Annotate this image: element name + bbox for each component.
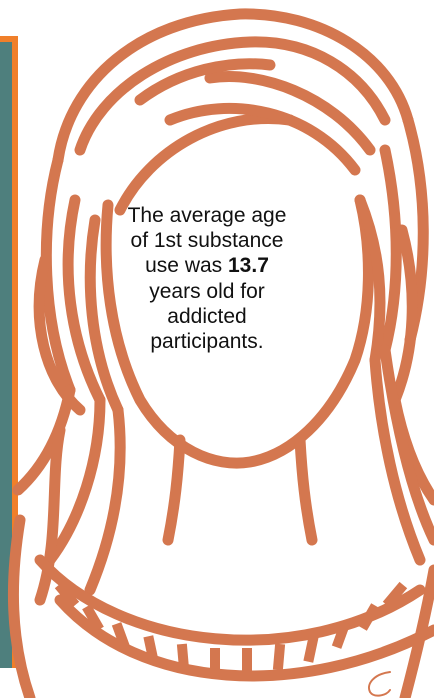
caption-line-3: use was 13.7 [102, 253, 312, 278]
caption-line-2: of 1st substance [130, 229, 284, 253]
collar-pattern [54, 581, 408, 674]
side-panel [0, 36, 18, 668]
average-age-value: 13.7 [228, 254, 269, 278]
corner-curl-icon [368, 671, 391, 697]
caption-line-4: years old for [149, 279, 265, 303]
caption-line-1: The average age [127, 204, 287, 227]
caption-line-6: participants. [150, 329, 264, 353]
statistic-caption: The average age of 1st substance use was… [102, 203, 312, 354]
caption-line-5: addicted [167, 304, 247, 328]
caption-line-3-prefix: use was [145, 254, 228, 278]
